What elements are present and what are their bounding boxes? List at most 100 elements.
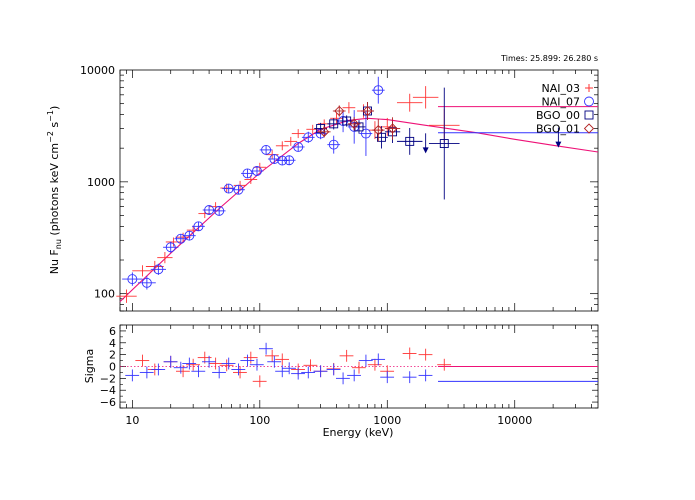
ylabel-part-pre: Nu F	[48, 249, 61, 274]
nai-07-point	[182, 230, 196, 241]
nai-07-residual-point	[291, 367, 305, 380]
nai-03-residual-point	[418, 348, 433, 361]
nai-07-marker	[175, 233, 186, 244]
x-tick-label: 10	[125, 414, 139, 427]
nai-03-residual-point	[275, 353, 290, 366]
nai-07-point	[259, 144, 273, 155]
bgo-01-marker	[334, 105, 345, 117]
ylabel-part-mid: (photons keV cm	[48, 143, 61, 239]
upper-limit-arrow	[555, 141, 562, 148]
nai-07-point	[137, 276, 156, 290]
nai-03-point	[116, 289, 137, 303]
bgo-01-marker	[349, 118, 360, 129]
bgo-00-marker	[354, 122, 364, 132]
nai-07-marker	[328, 139, 339, 150]
nai-07-point	[202, 205, 216, 215]
nai-03-residual-point	[367, 358, 382, 371]
bgo-01-point	[371, 118, 385, 142]
main-y-axis-label: Nu Fnu (photons keV cm−2 s−1)	[46, 106, 63, 275]
main-ticks	[119, 70, 598, 312]
legend-label: NAI_07	[542, 96, 581, 109]
residual-y-tick-label: 6	[109, 325, 116, 338]
nai-07-marker	[184, 230, 195, 241]
bgo-00-point	[352, 120, 366, 134]
bgo-00-marker	[376, 132, 386, 142]
nai-07-marker	[242, 168, 253, 179]
nai-07-marker	[293, 142, 304, 152]
nai-07-residual-point	[240, 354, 255, 367]
nai-07-point	[212, 205, 226, 216]
nai-07-residual-point	[212, 366, 226, 379]
nai-07-residual-point	[313, 365, 328, 378]
nai-07-residual-point	[275, 365, 290, 378]
nai-07-point	[327, 135, 341, 154]
nai-07-residual-point	[358, 354, 373, 367]
nai-03-residual-point	[265, 349, 279, 362]
nai-07-residual-point	[125, 369, 140, 382]
nai-03-point	[275, 141, 289, 151]
nai-07-point	[282, 155, 296, 166]
nai-03-point	[220, 183, 234, 193]
nai-07-point	[301, 131, 315, 143]
nai-07-point	[291, 142, 305, 152]
nai-03-residual-point	[208, 357, 223, 370]
nai-07-point	[174, 233, 188, 244]
nai-07-residual-point	[267, 355, 282, 368]
nai-07-residual-point	[347, 369, 361, 382]
nai-07-residual-point	[173, 361, 188, 374]
residual-y-tick-label: −6	[100, 396, 116, 409]
bgo-01-point	[361, 102, 374, 120]
residual-y-tick-label: 4	[109, 337, 116, 350]
upper-limit	[555, 127, 562, 148]
nai-07-marker	[261, 144, 272, 155]
chart-title: Times: 25.899: 26.280 s	[500, 54, 598, 63]
nai-07-residual-point	[182, 357, 197, 370]
nai-03-residual-point	[232, 366, 247, 379]
legend-circle-icon-marker	[584, 96, 594, 107]
nai-07-residual-point	[418, 369, 433, 382]
upper-limit	[422, 133, 429, 154]
nai-07-residual-point	[191, 365, 206, 378]
x-tick-label: 100	[249, 414, 270, 427]
nai-07-residual-point	[163, 355, 178, 368]
ylabel-part-sup1: −2	[46, 131, 55, 143]
main-y-tick-labels: 100 1000 10000	[80, 64, 115, 301]
nai-03-residual-point	[339, 349, 354, 362]
nai-07-residual-point	[402, 371, 417, 384]
bgo-00-marker	[342, 116, 352, 126]
legend-label: BGO_00	[536, 109, 580, 122]
nai-07-residual-point	[139, 366, 154, 379]
bgo-00-marker	[329, 119, 339, 129]
bgo-00-point	[396, 127, 423, 155]
ylabel-part-sub: nu	[54, 239, 63, 249]
ylabel-part-sup2: −1	[46, 110, 55, 122]
bgo-00-point	[340, 115, 354, 127]
model-curve	[119, 117, 599, 302]
nai-07-residual-point	[282, 362, 296, 375]
bgo-01-marker	[319, 126, 330, 137]
legend-label: NAI_03	[542, 82, 581, 95]
nai-03-residual-point	[437, 358, 452, 371]
nai-03-residual-point	[135, 354, 150, 367]
nai-07-point	[241, 168, 254, 179]
x-axis-label: Energy (keV)	[323, 426, 394, 439]
bgo-01-point	[317, 126, 331, 138]
bgo-01-point	[332, 105, 346, 117]
nai-07-marker	[127, 274, 138, 285]
main-data-marks	[116, 76, 598, 303]
legend-diamond-icon-marker	[583, 123, 595, 134]
legend-square-icon-marker	[584, 110, 594, 120]
nai-07-marker	[360, 128, 371, 139]
nai-07-marker	[204, 205, 215, 215]
residual-y-tick-label: −2	[100, 372, 116, 385]
ylabel-part-mid2: s	[48, 122, 61, 131]
bgo-01-marker	[387, 123, 398, 134]
bgo-00-marker	[405, 136, 415, 146]
nai-07-marker	[284, 155, 295, 166]
residual-data-marks	[125, 342, 598, 388]
upper-limit-arrow	[422, 147, 429, 154]
nai-07-point	[250, 166, 264, 176]
nai-07-residual-point	[380, 371, 395, 384]
